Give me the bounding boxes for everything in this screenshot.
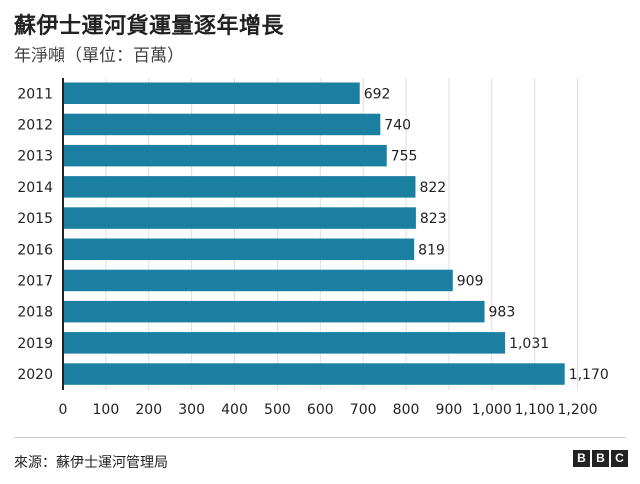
x-tick-label: 0 xyxy=(59,402,68,418)
x-tick-label: 900 xyxy=(436,402,463,418)
bar-value-label: 983 xyxy=(489,305,516,321)
bar-value-label: 819 xyxy=(418,242,445,258)
bbc-logo-letter: B xyxy=(592,450,609,467)
x-axis-labels: 0 100 200 300 400 500 600 700 800 900 1,000 1,100 1,… xyxy=(59,402,598,418)
bar xyxy=(63,300,485,323)
y-category-label: 2013 xyxy=(17,149,53,165)
bbc-logo: B B C xyxy=(573,450,628,467)
x-tick-label: 100 xyxy=(93,402,120,418)
bbc-logo-letter: C xyxy=(611,450,628,467)
x-tick-label: 600 xyxy=(307,402,334,418)
y-category-label: 2018 xyxy=(17,305,53,321)
x-tick-label: 400 xyxy=(221,402,248,418)
y-category-label: 2017 xyxy=(17,273,53,289)
bbc-logo-letter: B xyxy=(573,450,590,467)
bar xyxy=(63,332,506,354)
y-category-label: 2016 xyxy=(17,242,53,258)
y-category-label: 2020 xyxy=(17,367,53,383)
bar xyxy=(63,82,360,104)
bar-value-label: 822 xyxy=(419,180,446,196)
bar-value-label: 1,031 xyxy=(509,336,549,352)
x-tick-label: 700 xyxy=(350,402,377,418)
bars xyxy=(63,82,565,385)
x-tick-label: 1,200 xyxy=(558,402,598,418)
bar-value-label: 755 xyxy=(391,149,418,165)
bar xyxy=(63,207,416,229)
bar-value-label: 1,170 xyxy=(569,367,609,383)
x-tick-label: 500 xyxy=(264,402,291,418)
y-category-label: 2012 xyxy=(17,117,53,133)
x-tick-label: 1,000 xyxy=(472,402,512,418)
bar-value-label: 740 xyxy=(384,117,411,133)
y-category-label: 2014 xyxy=(17,180,53,196)
bar-value-label: 692 xyxy=(364,86,391,102)
bar-value-label: 823 xyxy=(420,211,447,227)
bar xyxy=(63,363,565,385)
y-axis-labels: 2011 2012 2013 2014 2015 2016 2017 2018 2019 2020 xyxy=(17,86,53,383)
y-category-label: 2019 xyxy=(17,336,53,352)
x-tick-label: 300 xyxy=(178,402,205,418)
bar xyxy=(63,144,387,167)
bar-value-label: 909 xyxy=(457,273,484,289)
chart-subtitle: 年淨噸（單位：百萬） xyxy=(14,46,184,66)
footer-divider xyxy=(14,437,626,438)
x-tick-label: 200 xyxy=(135,402,162,418)
x-tick-label: 800 xyxy=(393,402,420,418)
bar xyxy=(63,113,381,136)
y-category-label: 2011 xyxy=(17,86,53,102)
bar xyxy=(63,176,416,198)
x-tick-label: 1,100 xyxy=(515,402,555,418)
source-note: 來源：蘇伊士運河管理局 xyxy=(14,455,168,471)
bar xyxy=(63,238,415,260)
y-category-label: 2015 xyxy=(17,211,53,227)
bar xyxy=(63,269,453,292)
chart-title: 蘇伊士運河貨運量逐年增長 xyxy=(14,14,285,39)
